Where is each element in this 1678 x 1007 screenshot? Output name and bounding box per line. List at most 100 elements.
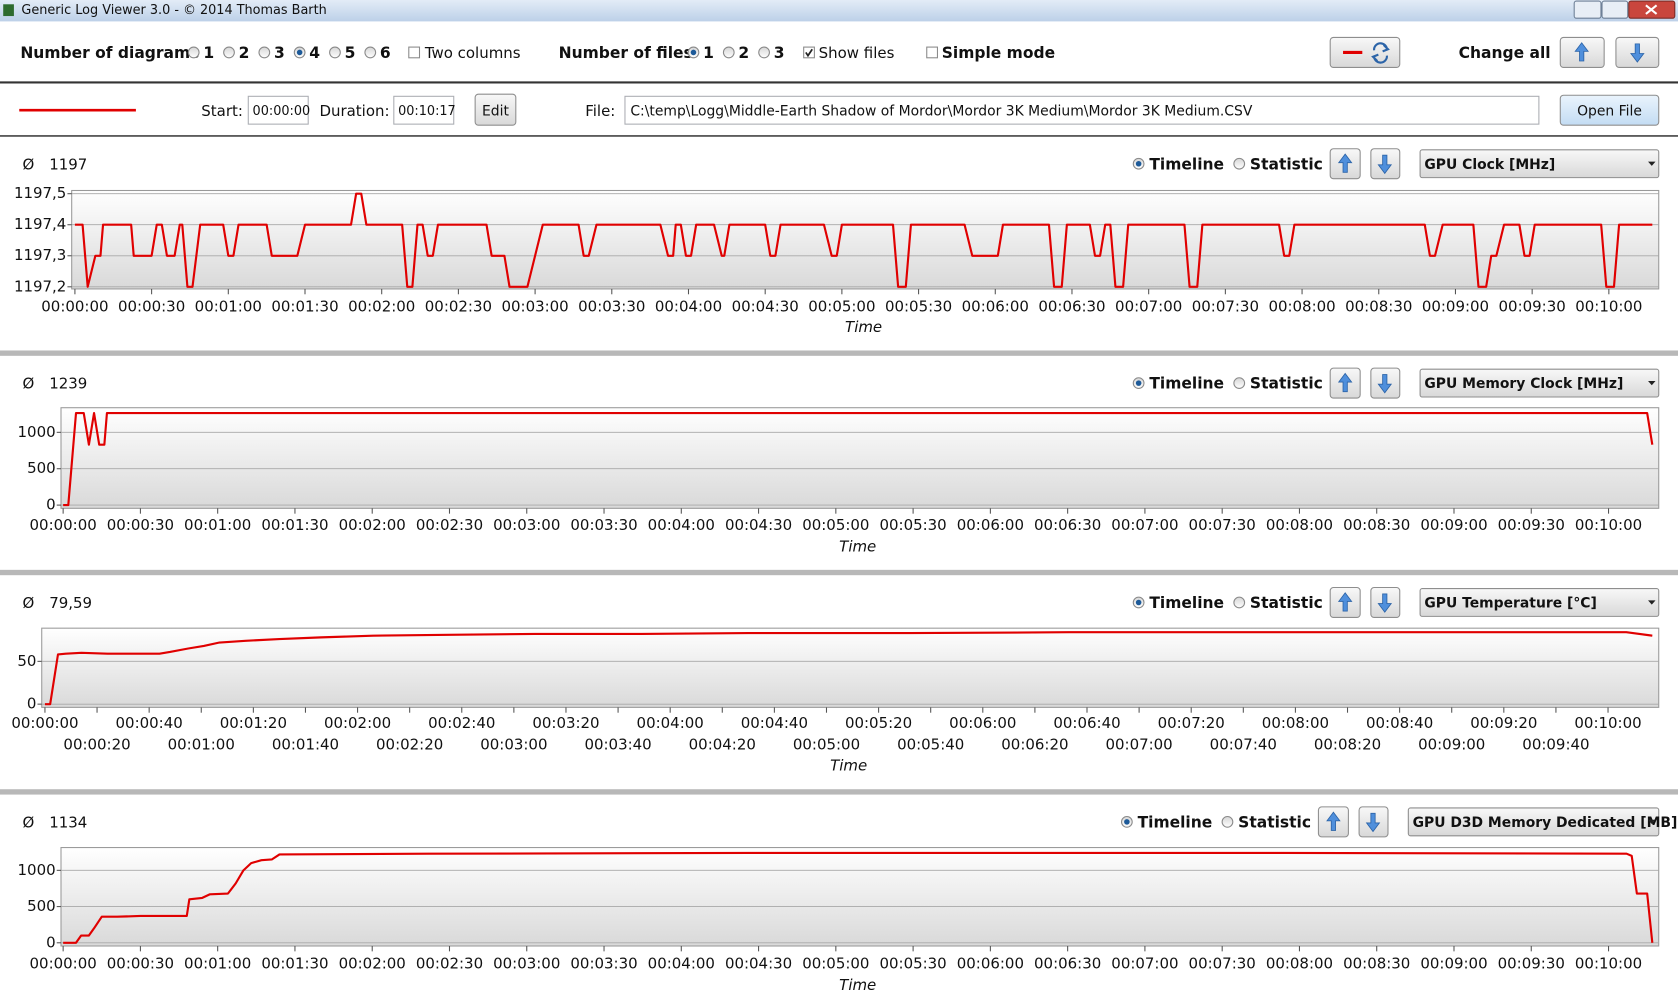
x-tick-label: 00:02:30 xyxy=(416,955,483,973)
x-tick-label: 00:01:30 xyxy=(261,955,328,973)
diagrams-label: Number of diagrams xyxy=(20,44,199,62)
file-input[interactable] xyxy=(624,95,1540,125)
start-input[interactable] xyxy=(247,95,309,125)
x-tick-label: 00:06:00 xyxy=(957,516,1024,534)
x-tick-label: 00:07:20 xyxy=(1158,714,1225,732)
x-tick-label: 00:01:40 xyxy=(272,735,339,753)
y-tick-label: 500 xyxy=(27,459,56,477)
x-tick-label: 00:04:30 xyxy=(732,298,799,316)
x-tick-label: 00:02:40 xyxy=(428,714,495,732)
x-tick-label: 00:09:00 xyxy=(1418,735,1485,753)
up-arrow-icon xyxy=(1326,811,1341,831)
file-option: 1 xyxy=(703,44,714,62)
up-arrow-icon xyxy=(1337,153,1353,173)
x-tick-label: 00:08:30 xyxy=(1343,516,1410,534)
x-tick-label: 00:06:00 xyxy=(962,298,1029,316)
x-tick-label: 00:07:00 xyxy=(1105,735,1172,753)
x-tick-label: 00:07:30 xyxy=(1189,516,1256,534)
up-arrow-icon xyxy=(1337,372,1353,393)
sensor-name: GPU Memory Clock [MHz] xyxy=(1424,376,1623,392)
timeline-label: Timeline xyxy=(1149,155,1224,173)
radio-dot xyxy=(296,49,303,56)
open-file-button[interactable] xyxy=(1559,94,1660,126)
down-arrow-icon xyxy=(1377,374,1393,394)
radio-dot xyxy=(690,49,697,56)
y-tick-label: 1197,5 xyxy=(14,184,66,202)
x-tick-label: 00:01:30 xyxy=(261,516,328,534)
sensor-name: GPU Clock [MHz] xyxy=(1424,157,1555,173)
x-tick-label: 00:09:00 xyxy=(1422,298,1489,316)
x-tick-label: 00:01:00 xyxy=(195,298,262,316)
x-tick-label: 00:03:30 xyxy=(570,516,637,534)
x-tick-label: 00:05:30 xyxy=(879,955,946,973)
maximize-button[interactable] xyxy=(1601,0,1629,19)
radio-button[interactable] xyxy=(223,46,235,59)
panel-separator xyxy=(0,350,1678,356)
minimize-button[interactable] xyxy=(1573,0,1602,19)
x-tick-label: 00:10:00 xyxy=(1575,955,1642,973)
x-tick-label: 00:00:00 xyxy=(30,955,97,973)
checkbox[interactable] xyxy=(926,46,938,59)
edit-button[interactable] xyxy=(474,93,517,126)
down-arrow-icon xyxy=(1377,154,1393,175)
x-tick-label: 00:07:00 xyxy=(1111,955,1178,973)
x-tick-label: 00:00:30 xyxy=(107,955,174,973)
radio-button[interactable] xyxy=(364,46,377,59)
diagram-option: 6 xyxy=(380,44,391,62)
avg-symbol: Ø xyxy=(22,375,34,393)
statistic-label: Statistic xyxy=(1250,375,1323,393)
down-arrow-icon xyxy=(1377,593,1393,613)
plot-area xyxy=(60,847,1660,947)
x-tick-label: 00:04:00 xyxy=(648,516,715,534)
sensor-dropdown[interactable] xyxy=(1419,149,1660,179)
x-tick-label: 00:09:00 xyxy=(1420,955,1487,973)
x-tick-label: 00:01:00 xyxy=(184,955,251,973)
x-tick-label: 00:10:00 xyxy=(1575,516,1642,534)
simple-mode-label: Simple mode xyxy=(942,44,1055,62)
avg-value: 1134 xyxy=(49,813,87,831)
x-tick-label: 00:09:30 xyxy=(1498,516,1565,534)
radio-button[interactable] xyxy=(187,46,200,59)
file-path: C:\temp\Logg\Middle-Earth Shadow of Mord… xyxy=(630,103,1253,119)
checkbox[interactable] xyxy=(408,46,421,59)
close-icon xyxy=(1645,4,1658,15)
up-arrow-icon xyxy=(1574,42,1589,62)
x-tick-label: 00:09:30 xyxy=(1499,298,1566,316)
data-line xyxy=(44,631,1653,706)
sensor-dropdown[interactable] xyxy=(1407,807,1660,837)
panel-separator xyxy=(0,569,1678,576)
radio-button[interactable] xyxy=(1233,157,1246,170)
x-tick-label: 00:03:00 xyxy=(480,735,547,753)
avg-value: 79,59 xyxy=(49,594,92,612)
radio-button[interactable] xyxy=(1221,815,1234,828)
sensor-dropdown[interactable] xyxy=(1419,368,1660,398)
x-tick-label: 00:08:00 xyxy=(1266,516,1333,534)
x-tick-label: 00:07:30 xyxy=(1189,955,1256,973)
x-tick-label: 00:03:00 xyxy=(493,955,560,973)
radio-button[interactable] xyxy=(329,46,341,59)
x-tick-label: 00:04:40 xyxy=(741,714,808,732)
radio-button[interactable] xyxy=(258,46,271,59)
up-arrow-icon xyxy=(1337,592,1353,612)
files-label: Number of files xyxy=(559,44,693,62)
x-tick-label: 00:09:00 xyxy=(1420,516,1487,534)
y-tick-label: 1000 xyxy=(18,861,56,879)
y-tick-label: 50 xyxy=(17,652,36,670)
x-tick-label: 00:05:40 xyxy=(897,735,964,753)
radio-button[interactable] xyxy=(758,46,770,59)
radio-button[interactable] xyxy=(1233,377,1246,389)
color-swap-button[interactable] xyxy=(1329,36,1401,68)
duration-input[interactable] xyxy=(393,95,455,125)
radio-button[interactable] xyxy=(1233,596,1246,609)
x-axis-title: Time xyxy=(839,976,876,994)
change-all-label: Change all xyxy=(1459,44,1551,62)
down-arrow-icon xyxy=(1630,43,1645,63)
checkbox[interactable] xyxy=(803,46,815,59)
x-tick-label: 00:09:20 xyxy=(1470,714,1537,732)
sensor-dropdown[interactable] xyxy=(1419,588,1660,617)
x-tick-label: 00:00:20 xyxy=(63,735,130,753)
radio-button[interactable] xyxy=(722,46,735,59)
x-tick-label: 00:08:30 xyxy=(1345,298,1412,316)
radio-dot xyxy=(1124,819,1130,825)
